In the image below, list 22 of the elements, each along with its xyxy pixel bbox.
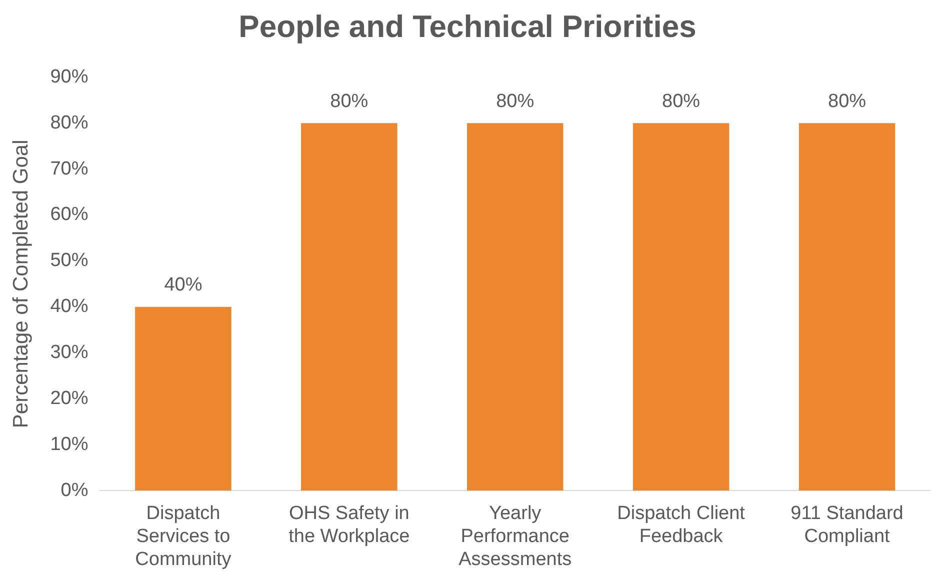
- x-tick-label: Yearly Performance Assessments: [458, 503, 572, 570]
- data-label: 80%: [496, 90, 534, 112]
- x-tick-label: Dispatch Services to Community: [135, 503, 232, 570]
- x-tick-label: OHS Safety in the Workplace: [288, 503, 410, 548]
- y-tick-label: 40%: [50, 296, 88, 318]
- y-tick-label: 90%: [50, 66, 88, 88]
- y-tick-label: 10%: [50, 434, 88, 455]
- y-axis-title: Percentage of Completed Goal: [9, 140, 32, 428]
- y-tick-label: 60%: [50, 204, 88, 226]
- chart-title: People and Technical Priorities: [238, 9, 696, 44]
- data-label: 40%: [164, 274, 202, 296]
- data-label: 80%: [662, 90, 700, 112]
- x-tick-label: Dispatch Client Feedback: [617, 503, 746, 548]
- y-tick-label: 70%: [50, 158, 88, 180]
- x-tick-label: 911 Standard Compliant: [790, 503, 904, 548]
- data-label: 80%: [828, 90, 866, 112]
- data-label: 80%: [330, 90, 368, 112]
- y-tick-label: 20%: [50, 388, 88, 409]
- y-tick-label: 0%: [60, 480, 88, 501]
- y-tick-label: 30%: [50, 342, 88, 364]
- y-tick-label: 50%: [50, 250, 88, 272]
- y-tick-label: 80%: [50, 112, 88, 134]
